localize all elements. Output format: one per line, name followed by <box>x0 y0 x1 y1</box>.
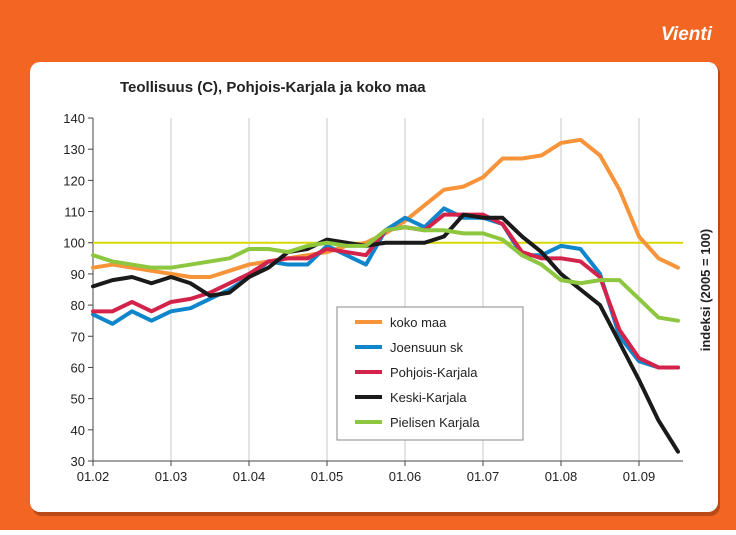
y-tick-label: 140 <box>63 111 85 126</box>
y-tick-label: 120 <box>63 173 85 188</box>
series-line <box>91 212 680 454</box>
y-tick-label: 130 <box>63 142 85 157</box>
legend-label: Joensuun sk <box>390 340 463 355</box>
header: Vienti <box>661 24 713 45</box>
y-tick-label: 110 <box>64 205 85 220</box>
y-tick-label: 90 <box>71 267 85 282</box>
x-tick-label: 01.07 <box>467 469 500 484</box>
x-tick-label: 01.06 <box>389 469 422 484</box>
x-tick-label: 01.09 <box>623 469 656 484</box>
x-tick-label: 01.03 <box>155 469 188 484</box>
x-tick-label: 01.05 <box>311 469 344 484</box>
x-tick-label: 01.08 <box>545 469 578 484</box>
legend-label: Pielisen Karjala <box>390 415 480 430</box>
y-tick-label: 70 <box>71 329 85 344</box>
legend-label: Keski-Karjala <box>390 390 467 405</box>
series-line <box>91 225 680 323</box>
y-tick-label: 50 <box>71 392 85 407</box>
x-tick-label: 01.04 <box>233 469 266 484</box>
chart-title: Teollisuus (C), Pohjois-Karjala ja koko … <box>120 79 426 96</box>
y-tick-label: 30 <box>71 454 85 469</box>
x-tick-label: 01.02 <box>77 469 110 484</box>
y-tick-label: 100 <box>63 236 85 251</box>
y-tick-label: 40 <box>71 423 85 438</box>
legend-label: koko maa <box>390 315 447 330</box>
y-axis-label: indeksi (2005 = 100) <box>698 229 713 352</box>
y-tick-label: 60 <box>71 360 85 375</box>
y-tick-label: 80 <box>71 298 85 313</box>
legend-label: Pohjois-Karjala <box>390 365 478 380</box>
panel <box>30 62 718 512</box>
